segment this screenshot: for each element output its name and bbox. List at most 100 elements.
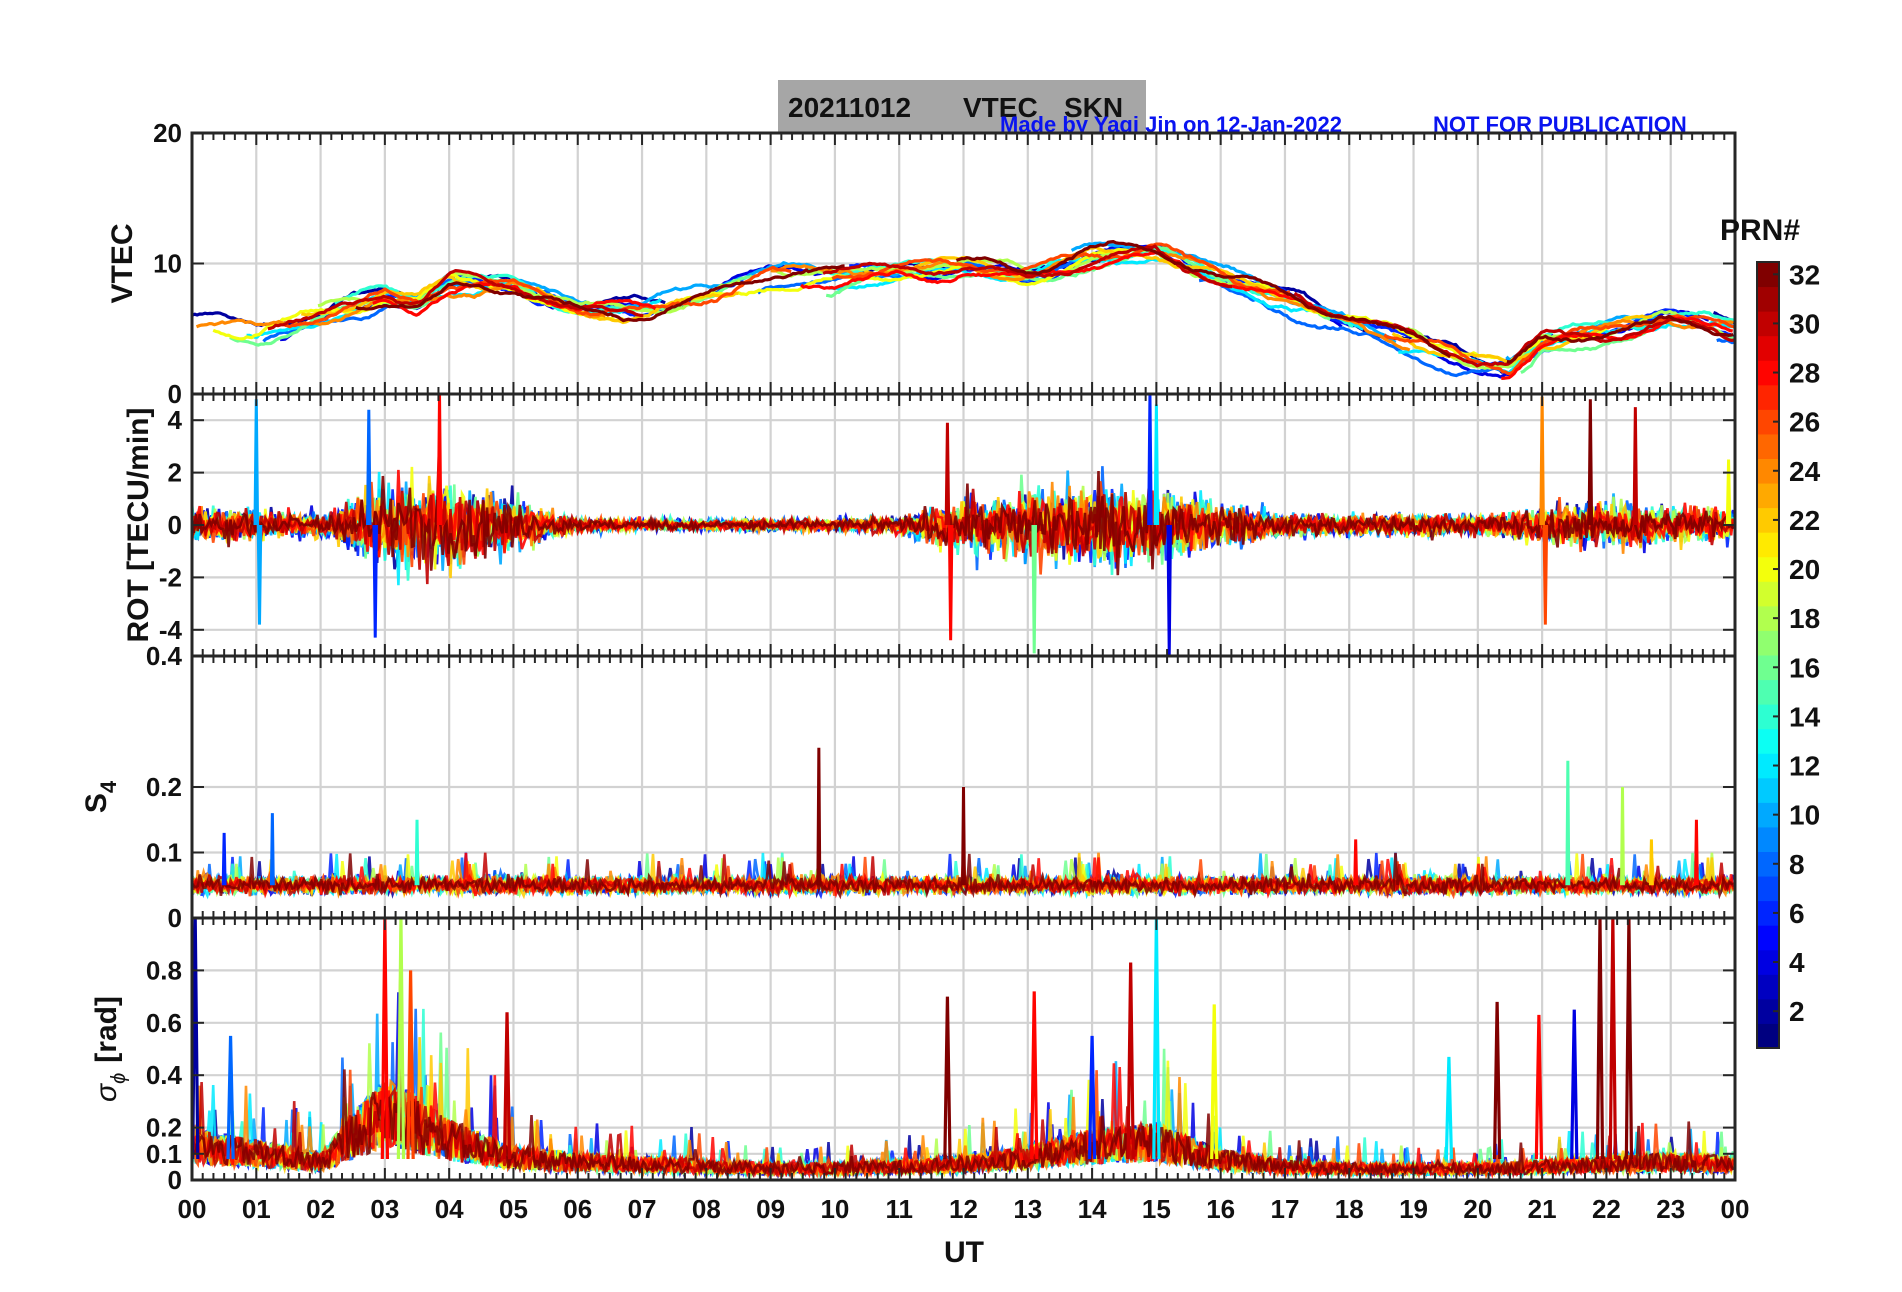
- colorbar-tick-label: 18: [1789, 603, 1820, 634]
- vtec-series-prn-28: [372, 281, 657, 317]
- sigma-ytick-label: 0.1: [146, 1139, 182, 1169]
- vtec-series: [192, 240, 1735, 380]
- x-tick-label: 03: [370, 1194, 399, 1224]
- s4-spike: [1620, 786, 1625, 886]
- sigma-spike: [1570, 1009, 1579, 1160]
- colorbar-cell: [1757, 826, 1779, 852]
- colorbar-cell: [1757, 925, 1779, 951]
- x-tick-label: 16: [1206, 1194, 1235, 1224]
- rot-spike: [1632, 407, 1639, 526]
- colorbar-cell: [1757, 974, 1779, 1000]
- colorbar-cell: [1757, 581, 1779, 607]
- s4-ylabel-main: S: [80, 793, 113, 813]
- sigma-spike: [1210, 1004, 1219, 1160]
- s4-spike: [816, 747, 822, 886]
- colorbar-tick-label: 12: [1789, 751, 1820, 782]
- colorbar-tick-label: 14: [1789, 701, 1821, 732]
- sigma-ylabel-unit: [rad]: [90, 996, 123, 1063]
- sigma-spike: [1624, 918, 1634, 1160]
- colorbar-cell: [1757, 728, 1779, 754]
- colorbar-cell: [1757, 262, 1779, 288]
- x-tick-label: 22: [1592, 1194, 1621, 1224]
- s4-series: [192, 747, 1735, 900]
- s4-spike: [221, 832, 227, 886]
- x-tick-label: 02: [306, 1194, 335, 1224]
- colorbar-tick-label: 8: [1789, 849, 1805, 880]
- x-tick-label: 07: [628, 1194, 657, 1224]
- colorbar-cell: [1757, 458, 1779, 484]
- sigma-spike: [1608, 918, 1618, 1160]
- colorbar-cell: [1757, 679, 1779, 705]
- colorbar-tick-label: 32: [1789, 259, 1820, 290]
- s4-ytick-label: 0: [168, 903, 182, 933]
- colorbar-cell: [1757, 360, 1779, 386]
- x-tick-label: 17: [1270, 1194, 1299, 1224]
- colorbar-tick-label: 20: [1789, 554, 1820, 585]
- x-tick-label: 19: [1399, 1194, 1428, 1224]
- sigma-ytick-label: 0: [168, 1165, 182, 1195]
- sigma-spike: [1534, 1014, 1544, 1160]
- panel-vtec: 0 10 20 VTEC: [106, 118, 1737, 409]
- colorbar-cell: [1757, 1023, 1779, 1049]
- colorbar-cell: [1757, 876, 1779, 902]
- x-tick-label: 21: [1528, 1194, 1557, 1224]
- colorbar-cell: [1757, 753, 1779, 779]
- sigma-x-ticks: [191, 918, 1736, 1180]
- rot-spike: [1153, 404, 1160, 526]
- rot-spike: [1587, 399, 1594, 526]
- x-tick-label: 20: [1463, 1194, 1492, 1224]
- sigma-ytick-label: 0.2: [146, 1113, 182, 1143]
- colorbar-tick-label: 24: [1789, 456, 1821, 487]
- vtec-series-prn-30: [822, 244, 1233, 289]
- sigma-spike: [406, 970, 415, 1160]
- colorbar-cell: [1757, 630, 1779, 656]
- colorbar-cell: [1757, 704, 1779, 730]
- rot-ytick-label: -4: [159, 615, 183, 645]
- title-date: 20211012: [788, 92, 911, 123]
- colorbar-title: PRN#: [1720, 214, 1800, 247]
- rot-spike: [1166, 524, 1173, 656]
- colorbar-tick-label: 4: [1789, 947, 1805, 978]
- rot-spike: [256, 524, 263, 625]
- vtec-series-prn-28: [800, 250, 1327, 314]
- sigma-spike: [1126, 962, 1135, 1160]
- sigma-spike: [1030, 991, 1039, 1160]
- title-station: SKN: [1064, 92, 1123, 123]
- rot-ytick-label: 0: [168, 510, 182, 540]
- sigma-ytick-label: 0.4: [146, 1060, 183, 1090]
- s4-spike: [1353, 839, 1359, 886]
- vtec-ylabel: VTEC: [106, 223, 139, 303]
- sigma-spike: [1595, 918, 1605, 1160]
- sigma-spike: [226, 1035, 235, 1160]
- sigma-ylabel-symbol: σ: [90, 1082, 123, 1102]
- rot-ytick-label: 4: [168, 405, 183, 435]
- colorbar-cell: [1757, 384, 1779, 410]
- vtec-series-prn-26: [284, 265, 792, 329]
- colorbar-tick-label: 10: [1789, 800, 1820, 831]
- vtec-ytick-label: 10: [153, 249, 182, 279]
- vtec-series-prn-18: [775, 246, 1276, 293]
- colorbar-cell: [1757, 802, 1779, 828]
- x-axis: 00 01 02 03 04 05 06 07 08 09 10 11 12 13 14 15 16 17 18 19…: [178, 1194, 1750, 1224]
- x-tick-label: 15: [1142, 1194, 1171, 1224]
- vtec-series-prn-8: [1716, 338, 1735, 345]
- sigma-ylabel: σϕ [rad]: [90, 996, 130, 1102]
- colorbar-tick-label: 16: [1789, 652, 1820, 683]
- x-tick-label: 00: [1721, 1194, 1750, 1224]
- colorbar-cell: [1757, 335, 1779, 361]
- x-tick-label: 12: [949, 1194, 978, 1224]
- x-tick-label: 23: [1656, 1194, 1685, 1224]
- s4-spike: [414, 819, 420, 886]
- colorbar-cell: [1757, 851, 1779, 877]
- rot-spike: [366, 409, 372, 526]
- sigma-spike: [380, 918, 390, 1160]
- rot-spike: [1542, 524, 1549, 625]
- x-tick-label: 05: [499, 1194, 528, 1224]
- colorbar-cell: [1757, 777, 1779, 803]
- rot-x-ticks: [191, 394, 1736, 656]
- colorbar-cell: [1757, 409, 1779, 435]
- s4-ytick-label: 0.1: [146, 838, 182, 868]
- s4-spike: [269, 813, 275, 886]
- colorbar-cell: [1757, 605, 1779, 631]
